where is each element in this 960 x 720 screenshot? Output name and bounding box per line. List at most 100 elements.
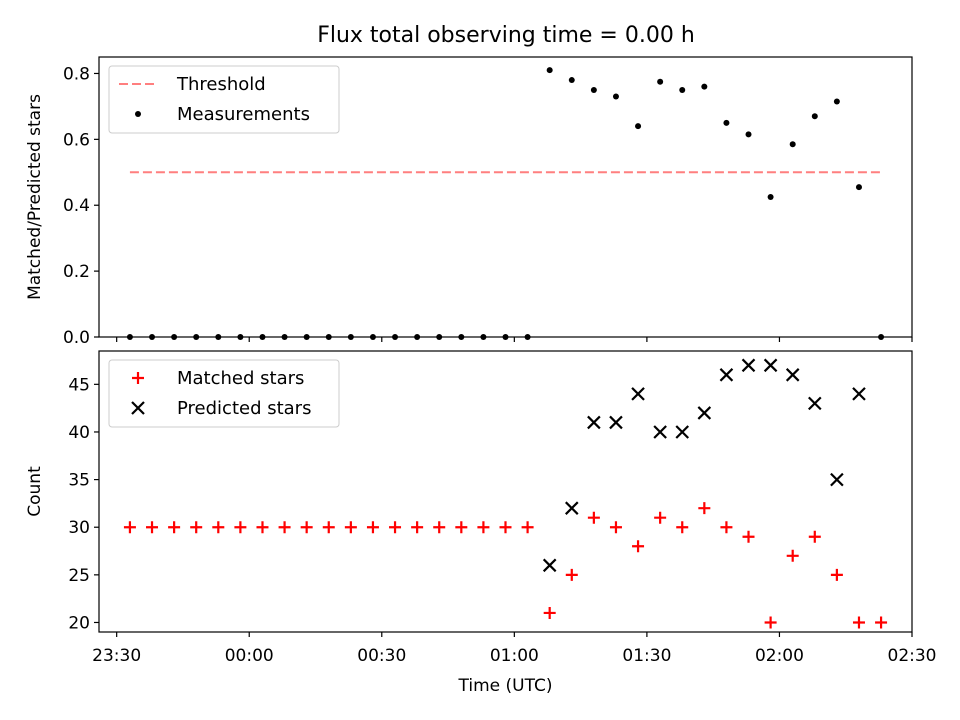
- matched-stars-point: [720, 521, 733, 534]
- legend-label: Measurements: [177, 104, 310, 125]
- measurement-point: [149, 334, 156, 340]
- matched-stars-point: [632, 540, 645, 553]
- x-tick-label: 23:30: [92, 646, 141, 666]
- measurement-point: [679, 86, 686, 93]
- matched-stars-point: [389, 521, 402, 534]
- y-tick-label: 0.2: [63, 262, 90, 282]
- y-tick-label: 0.6: [63, 130, 90, 150]
- legend: Matched stars Predicted stars: [108, 359, 340, 428]
- matched-stars-point: [322, 521, 335, 534]
- measurement-point: [480, 334, 487, 340]
- legend-label: Predicted stars: [177, 398, 311, 419]
- measurement-point: [458, 334, 465, 340]
- x-tick-label: 01:30: [622, 646, 671, 666]
- measurement-point: [745, 131, 752, 138]
- matched-stars-point: [808, 530, 821, 543]
- measurement-point: [369, 334, 376, 340]
- matched-stars-point: [366, 521, 379, 534]
- measurement-point: [193, 334, 200, 340]
- y-tick-label: 25: [68, 566, 90, 586]
- legend-label: Threshold: [176, 74, 266, 95]
- measurement-point: [281, 334, 288, 340]
- measurement-point: [502, 334, 509, 340]
- matched-stars-point: [168, 521, 181, 534]
- matched-stars-point: [123, 521, 136, 534]
- matched-stars-point: [875, 616, 888, 629]
- predicted-stars-point: [675, 425, 690, 439]
- legend-measurement-swatch: [135, 111, 141, 117]
- y-axis-label: Count: [25, 466, 45, 517]
- predicted-stars-point: [830, 472, 844, 487]
- matched-stars-point: [764, 616, 777, 629]
- matched-stars-point: [676, 521, 689, 534]
- plot-frame: [98, 350, 913, 633]
- predicted-stars-point: [587, 415, 601, 430]
- predicted-stars-point: [609, 415, 623, 430]
- y-axis-label: Matched/Predicted stars: [25, 94, 45, 300]
- y-tick-label: 0.4: [63, 196, 90, 216]
- legend: Threshold Measurements: [108, 65, 340, 134]
- matched-stars-point: [234, 521, 247, 534]
- measurement-point: [878, 334, 885, 340]
- measurement-point: [215, 334, 222, 340]
- y-tick-label: 35: [68, 471, 90, 491]
- legend-label: Matched stars: [177, 368, 304, 389]
- x-tick-label: 02:30: [888, 646, 937, 666]
- legend-predicted-swatch: [131, 401, 145, 415]
- measurement-point: [546, 67, 553, 74]
- measurement-point: [259, 334, 266, 340]
- predicted-stars-point: [564, 501, 579, 515]
- measurement-point: [568, 77, 575, 84]
- measurement-point: [171, 334, 178, 340]
- y-tick-label: 40: [68, 423, 90, 443]
- x-tick-label: 02:00: [755, 646, 804, 666]
- matched-stars-point: [742, 530, 755, 543]
- measurement-point: [767, 194, 774, 200]
- predicted-stars-point: [631, 387, 645, 401]
- y-tick-label: 20: [68, 613, 90, 633]
- matched-stars-point: [543, 606, 556, 619]
- chart-title: Flux total observing time = 0.00 h: [317, 23, 695, 48]
- matched-stars-point: [786, 549, 799, 562]
- measurement-point: [701, 83, 708, 90]
- predicted-stars-point: [697, 406, 712, 420]
- x-tick-label: 00:00: [225, 646, 274, 666]
- measurement-point: [612, 93, 619, 100]
- matched-stars-point: [256, 521, 269, 534]
- predicted-stars-point: [741, 358, 756, 373]
- measurement-point: [590, 86, 597, 93]
- matched-stars-point: [587, 511, 600, 524]
- predicted-stars-point: [763, 358, 778, 373]
- matched-stars-point: [212, 521, 225, 534]
- measurement-point: [811, 113, 818, 120]
- ratio-panel: 0.0 0.2 0.4 0.6 0.8 Matched/Predicted stars Th…: [25, 56, 913, 348]
- measurement-point: [436, 334, 443, 340]
- x-tick-label: 00:30: [357, 646, 406, 666]
- predicted-stars-point: [653, 425, 667, 439]
- measurement-point: [524, 334, 531, 340]
- matched-stars-point: [830, 568, 843, 581]
- predicted-stars-point: [785, 368, 800, 382]
- matched-stars-point: [654, 511, 667, 524]
- measurement-point: [237, 334, 244, 340]
- measurement-point: [657, 78, 664, 85]
- matched-stars-point: [521, 521, 534, 534]
- measurement-point: [414, 334, 421, 340]
- measurement-point: [392, 334, 399, 340]
- matched-stars-point: [146, 521, 159, 534]
- measurement-point: [723, 119, 730, 126]
- legend-matched-swatch: [132, 372, 144, 384]
- matched-stars-point: [698, 502, 711, 515]
- matched-stars-point: [411, 521, 424, 534]
- measurement-point: [325, 334, 332, 340]
- y-tick-label: 45: [68, 375, 90, 395]
- predicted-stars-point: [808, 396, 822, 411]
- y-tick-label: 0.8: [63, 64, 90, 84]
- matched-stars-point: [852, 616, 865, 629]
- matched-stars-point: [278, 521, 291, 534]
- measurement-point: [789, 141, 796, 148]
- matched-stars-point: [499, 521, 512, 534]
- matched-stars-point: [300, 521, 313, 534]
- matched-stars-point: [455, 521, 468, 534]
- predicted-stars-point: [542, 558, 557, 573]
